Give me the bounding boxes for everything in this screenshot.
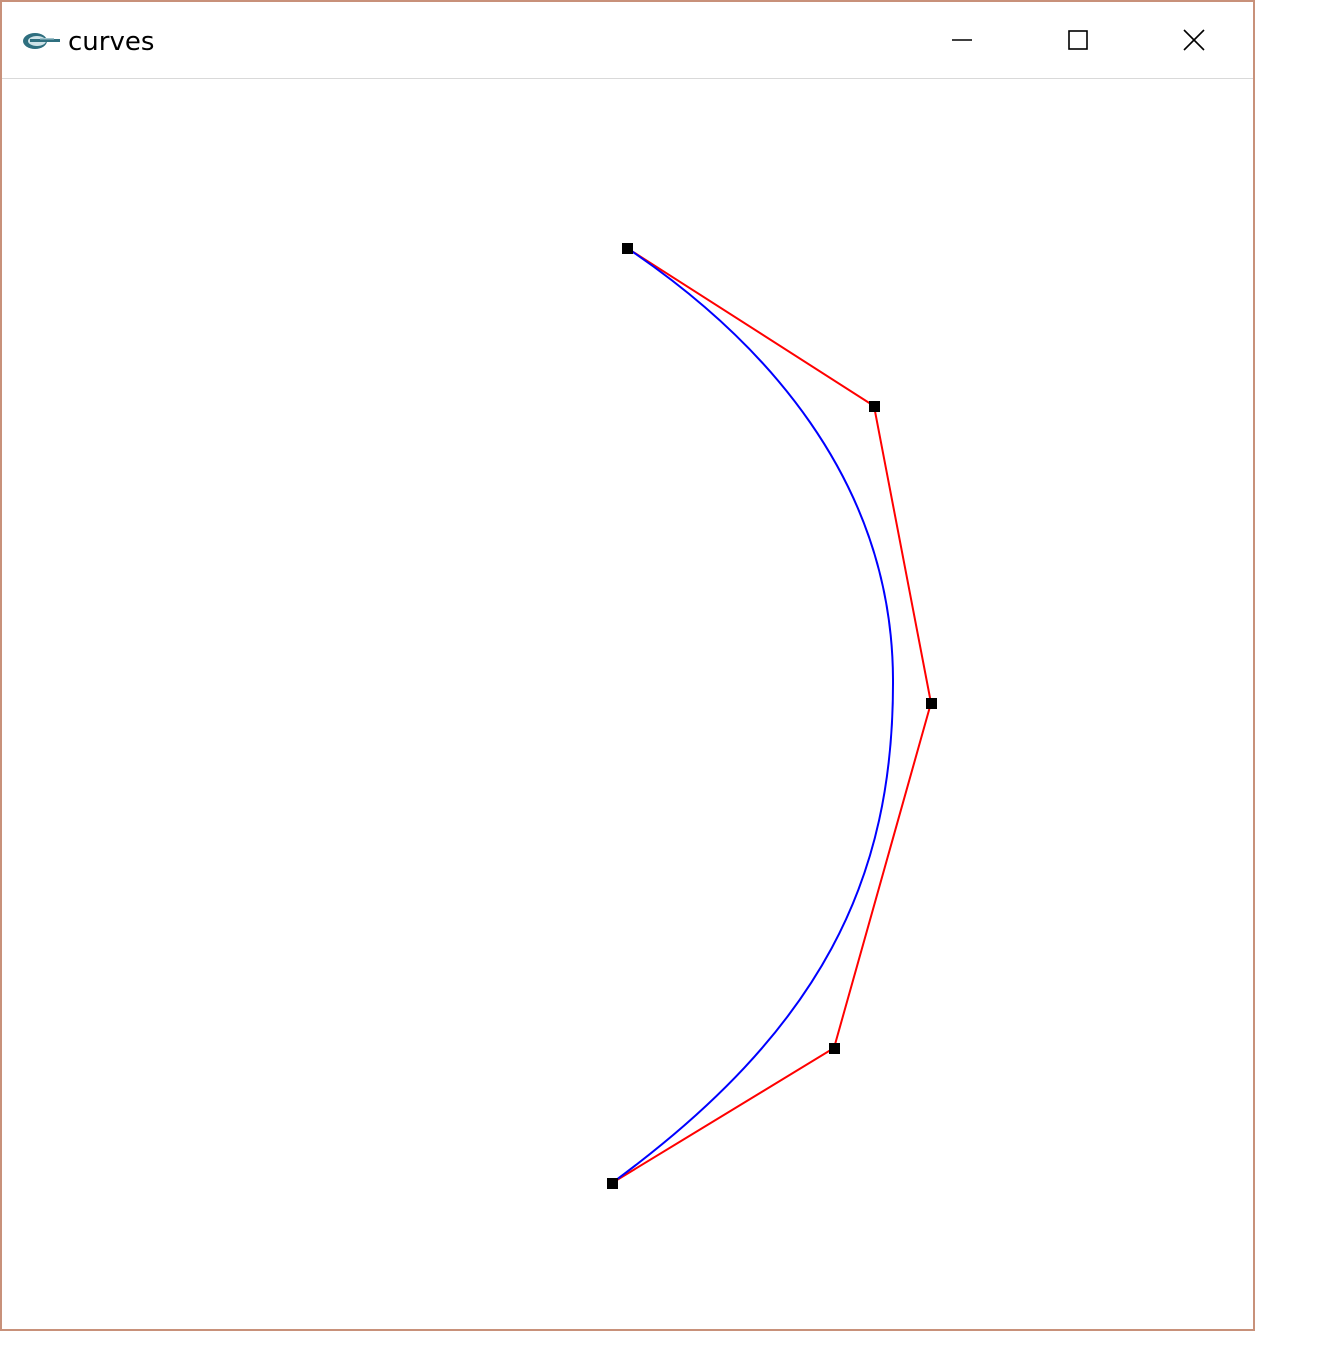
title-bar[interactable]: curves (2, 2, 1253, 79)
minimize-icon (952, 39, 972, 41)
close-button[interactable] (1136, 2, 1252, 78)
curve-drawing (607, 243, 937, 1189)
control-point[interactable] (607, 1178, 618, 1189)
control-point[interactable] (869, 401, 880, 412)
control-point[interactable] (622, 243, 633, 254)
app-icon (22, 28, 62, 54)
minimize-button[interactable] (904, 2, 1020, 78)
close-icon (1183, 29, 1205, 51)
control-point[interactable] (829, 1043, 840, 1054)
bezier-curve (611, 247, 895, 1184)
window-title: curves (68, 27, 155, 57)
maximize-icon (1068, 30, 1088, 50)
drawing-canvas[interactable] (2, 79, 1253, 1329)
control-point[interactable] (926, 698, 937, 709)
control-polygon (611, 247, 933, 1184)
maximize-button[interactable] (1020, 2, 1136, 78)
app-window: curves (0, 0, 1255, 1331)
